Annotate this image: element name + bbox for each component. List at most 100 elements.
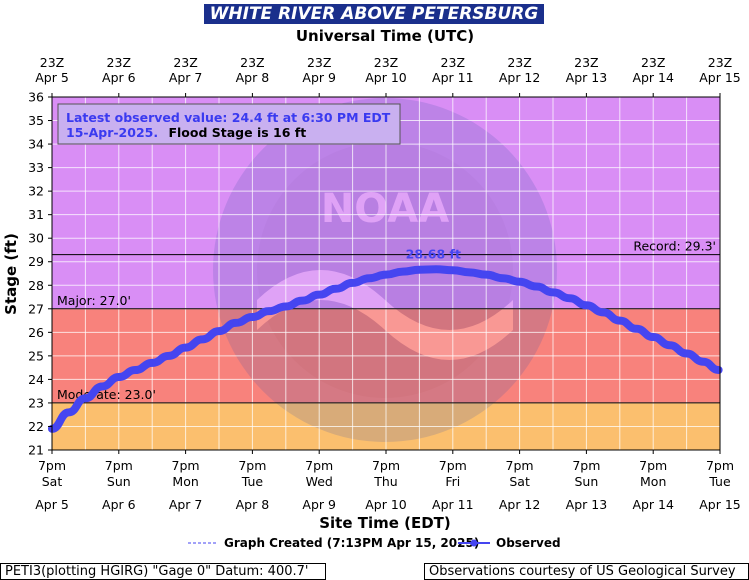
top-tick-date: Apr 5 [35,70,69,85]
series-observed: 28.68 ft [48,246,723,433]
observed-point [683,350,690,357]
bottom-tick-time: 7pm [105,458,133,473]
bottom-tick-time: 7pm [305,458,333,473]
bottom-tick-time: 7pm [372,458,400,473]
y-tick-label: 23 [28,395,44,410]
observed-point [165,352,173,360]
bottom-tick-day: Sat [509,474,530,489]
bottom-tick-day: Mon [640,474,666,489]
legend: Graph Created (7:13PM Apr 15, 2025) Obse… [188,536,561,550]
observed-point [349,279,356,287]
observed-point [282,303,289,310]
top-tick-date: Apr 6 [102,70,136,85]
info-line2: 15-Apr-2025. Flood Stage is 16 ft [66,125,306,140]
observed-point [566,295,573,302]
bottom-tick-time: 7pm [439,458,467,473]
top-tick-time: 23Z [641,55,665,70]
y-tick-label: 22 [28,419,44,434]
observed-point [516,278,523,285]
observed-point [98,383,106,390]
observed-point [199,336,206,343]
bottom-tick-time: 7pm [238,458,266,473]
chart-title-bar: WHITE RIVER ABOVE PETERSBURG [0,4,749,24]
top-tick-date: Apr 15 [699,70,741,85]
info-flood-stage: Flood Stage is 16 ft [168,125,306,140]
top-axis-title: Universal Time (UTC) [296,27,474,45]
observed-point [182,344,189,351]
top-tick-date: Apr 10 [365,70,407,85]
observed-point [232,319,239,327]
bottom-tick-day: Thu [373,474,397,489]
bottom-tick-date: Apr 7 [169,497,203,512]
top-tick-date: Apr 7 [169,70,203,85]
top-tick-time: 23Z [574,55,598,70]
y-axis-ticks: 21 22 23 24 25 26 27 28 29 30 31 32 33 34 35 36 [28,90,52,458]
noaa-logo-text: NOAA [321,186,449,232]
observed-point [449,267,456,274]
observed-point [316,291,323,298]
y-tick-label: 27 [28,301,44,316]
observed-point [650,333,657,341]
observed-point [599,309,607,316]
observed-point [115,373,123,381]
observed-point [466,269,473,276]
y-tick-label: 35 [28,113,44,128]
observed-point [65,409,72,416]
bottom-tick-time: 7pm [706,458,734,473]
y-tick-label: 32 [28,184,44,199]
top-tick-time: 23Z [507,55,531,70]
observed-point [432,266,440,273]
hydrograph-chart: Universal Time (UTC) NOAA Record: 29.3' M… [2,27,741,550]
top-tick-date: Apr 11 [432,70,474,85]
observed-point [299,297,306,304]
top-tick-date: Apr 12 [499,70,541,85]
bottom-axis-title: Site Time (EDT) [319,514,451,532]
footer-datum: PETI3(plotting HGIRG) "Gage 0" Datum: 40… [0,563,326,580]
observed-point [332,285,340,292]
observed-point [666,342,674,349]
chart-title: WHITE RIVER ABOVE PETERSBURG [204,4,544,24]
legend-observed: Observed [496,536,561,550]
y-tick-label: 34 [28,137,44,152]
bottom-tick-day: Sun [575,474,599,489]
y-tick-label: 24 [28,372,44,387]
y-tick-label: 25 [28,348,44,363]
noaa-logo-inner [257,142,513,398]
observed-point [249,313,256,321]
bottom-tick-date: Apr 11 [432,497,474,512]
top-tick-time: 23Z [374,55,398,70]
observed-point [633,325,640,333]
top-tick-time: 23Z [40,55,64,70]
noaa-watermark: NOAA [213,98,557,442]
top-tick-date: Apr 9 [302,70,336,85]
bottom-tick-date: Apr 12 [499,497,541,512]
bottom-tick-day: Mon [172,474,198,489]
top-tick-time: 23Z [708,55,732,70]
bottom-tick-date: Apr 10 [365,497,407,512]
footer-courtesy: Observations courtesy of US Geological S… [424,563,749,580]
y-tick-label: 31 [28,207,44,222]
observed-point [149,359,156,367]
observed-point [533,283,540,290]
observed-point [715,366,722,374]
bottom-tick-day: Tue [708,474,731,489]
info-box: Latest observed value: 24.4 ft at 6:30 P… [57,103,401,145]
top-tick-date: Apr 14 [632,70,674,85]
bottom-tick-day: Sat [42,474,63,489]
observed-point [700,358,707,365]
y-tick-label: 30 [28,231,44,246]
bottom-tick-date: Apr 9 [302,497,336,512]
bottom-tick-date: Apr 13 [566,497,608,512]
legend-observed-dot-icon [470,539,478,547]
top-tick-time: 23Z [240,55,264,70]
info-latest-value: Latest observed value: 24.4 ft at 6:30 P… [66,110,391,125]
bottom-tick-day: Tue [241,474,264,489]
info-date: 15-Apr-2025. [66,125,158,140]
observed-point [382,271,390,278]
bottom-tick-time: 7pm [572,458,600,473]
observed-point [549,289,557,296]
observed-point [583,302,590,309]
threshold-label: Major: 27.0' [57,293,131,308]
